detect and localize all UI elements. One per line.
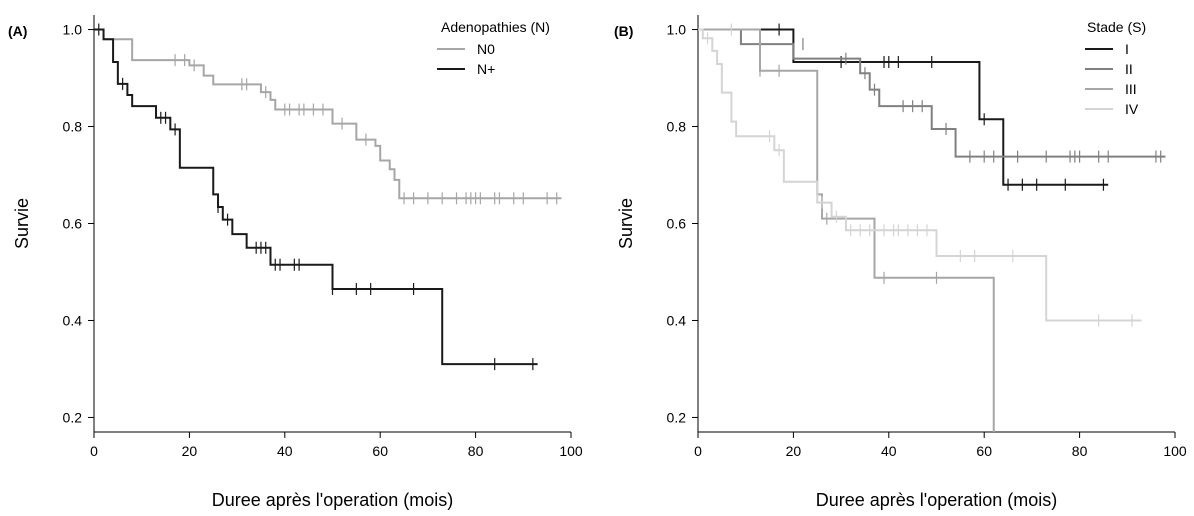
panel-0: (A) 0 20 40 60 80 100 0.2 0.4 0.6 0.8 1.0 Duree aprè… <box>8 15 583 510</box>
legend-title: Stade (S) <box>1087 19 1146 35</box>
x-tick-label: 20 <box>182 443 198 459</box>
y-axis-title: Survie <box>616 198 636 249</box>
series-line-I <box>698 28 1109 186</box>
legend-label-II: II <box>1125 61 1133 77</box>
x-axis-title: Duree après l'operation (mois) <box>816 490 1058 510</box>
y-tick-label: 0.8 <box>63 119 83 135</box>
y-axis-title: Survie <box>12 198 32 249</box>
series-line-N0 <box>94 28 562 200</box>
series-line-II <box>698 28 1166 158</box>
y-tick-label: 1.0 <box>667 22 687 38</box>
legend-label-N0: N0 <box>477 41 495 57</box>
series-N+ <box>94 23 538 371</box>
legend-label-I: I <box>1125 41 1129 57</box>
x-tick-label: 100 <box>559 443 583 459</box>
x-tick-label: 0 <box>90 443 98 459</box>
x-tick-label: 80 <box>1072 443 1088 459</box>
y-tick-label: 0.6 <box>667 216 687 232</box>
y-tick-label: 0.6 <box>63 216 83 232</box>
y-tick-label: 0.4 <box>63 312 83 328</box>
x-tick-label: 0 <box>694 443 702 459</box>
y-tick-label: 0.4 <box>667 312 687 328</box>
x-tick-label: 40 <box>277 443 293 459</box>
x-tick-label: 60 <box>372 443 388 459</box>
x-tick-label: 60 <box>976 443 992 459</box>
series-I <box>698 23 1109 191</box>
series-line-N+ <box>94 28 538 366</box>
panel-label: (A) <box>8 23 27 39</box>
legend-label-IV: IV <box>1125 101 1139 117</box>
series-line-IV <box>698 28 1142 322</box>
y-tick-label: 0.2 <box>667 409 687 425</box>
series-III <box>698 28 995 432</box>
series-II <box>698 28 1166 163</box>
x-axis-title: Duree après l'operation (mois) <box>212 490 454 510</box>
panel-1: (B) 0 20 40 60 80 100 0.2 0.4 0.6 0.8 1.0 Duree aprè… <box>614 15 1187 510</box>
legend-label-III: III <box>1125 81 1137 97</box>
x-tick-label: 20 <box>786 443 802 459</box>
x-tick-label: 100 <box>1163 443 1187 459</box>
series-line-III <box>698 28 995 432</box>
series-N0 <box>94 28 562 205</box>
series-IV <box>698 23 1142 327</box>
y-tick-label: 0.8 <box>667 119 687 135</box>
x-tick-label: 80 <box>468 443 484 459</box>
legend-label-N+: N+ <box>477 61 495 77</box>
y-tick-label: 1.0 <box>63 22 83 38</box>
x-tick-label: 40 <box>881 443 897 459</box>
panel-label: (B) <box>614 23 633 39</box>
y-tick-label: 0.2 <box>63 409 83 425</box>
legend-title: Adenopathies (N) <box>441 19 550 35</box>
